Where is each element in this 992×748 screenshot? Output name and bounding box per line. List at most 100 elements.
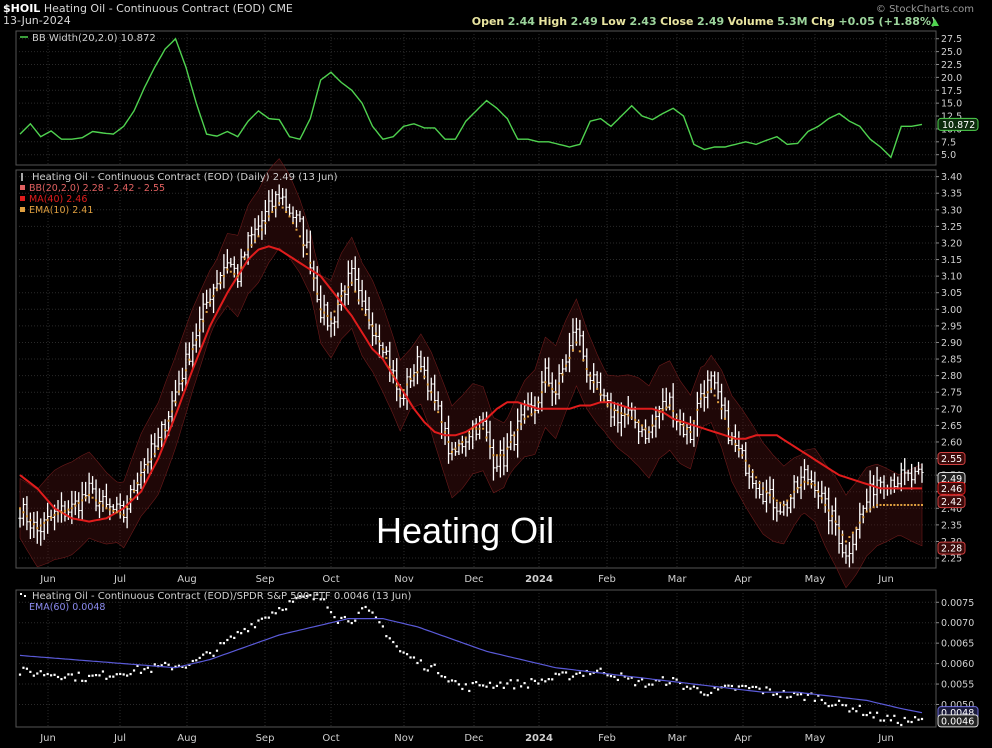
chart-date: 13-Jun-2024 <box>3 14 71 27</box>
ratio-point <box>219 642 222 645</box>
ratio-point <box>191 659 194 663</box>
ratio-point <box>551 678 554 681</box>
ema10-point <box>858 521 861 524</box>
ema10-point <box>492 454 495 457</box>
y-tick-label: 3.15 <box>941 255 962 266</box>
ratio-point <box>450 679 454 682</box>
ratio-point <box>544 680 547 683</box>
ratio-point <box>865 713 868 717</box>
ema10-point <box>720 407 723 410</box>
ratio-point <box>22 666 25 669</box>
ratio-point <box>226 638 229 642</box>
ratio-point <box>405 653 409 656</box>
ratio-point <box>803 698 806 702</box>
ratio-point <box>571 675 575 678</box>
ratio-point <box>153 663 156 666</box>
ema10-point <box>741 454 744 457</box>
ratio-point <box>136 664 139 668</box>
ema10-point <box>620 412 623 415</box>
ema10-point <box>882 503 885 506</box>
ratio-point <box>554 672 557 675</box>
ratio-point <box>620 672 623 675</box>
y-tick-label: 3.40 <box>941 172 962 183</box>
ema10-point <box>236 275 239 278</box>
ratio-point <box>609 675 613 678</box>
ema10-point <box>921 503 923 506</box>
ratio-point <box>430 665 433 668</box>
ratio-point <box>502 686 505 689</box>
ratio-ema60-line <box>19 618 923 714</box>
ratio-point <box>60 677 63 681</box>
ratio-point <box>855 710 858 713</box>
ema10-point <box>257 235 260 238</box>
ratio-point <box>820 698 823 702</box>
ratio-point <box>889 719 892 722</box>
ratio-point <box>837 699 841 702</box>
ema10-point <box>744 459 747 462</box>
y-tick-label: 2.25 <box>941 554 962 565</box>
ema10-point <box>357 299 360 302</box>
ema10-point <box>108 508 111 511</box>
ratio-point <box>647 683 651 686</box>
ratio-point <box>25 667 29 670</box>
y-tick-label: 2.70 <box>941 404 962 415</box>
ratio-point <box>108 675 111 678</box>
legend-entry: BB(20,2.0) 2.28 - 2.42 - 2.55 <box>29 183 165 194</box>
ratio-point <box>88 674 91 678</box>
ema10-point <box>205 310 208 313</box>
price-last-box <box>937 495 966 509</box>
y-tick-label: 3.25 <box>941 222 962 233</box>
ratio-point <box>561 671 564 674</box>
ema10-point <box>157 447 160 450</box>
ratio-point <box>744 685 747 688</box>
ema10-point <box>796 487 799 490</box>
ratio-point <box>516 679 519 682</box>
ema10-point <box>502 454 505 457</box>
ratio-point <box>402 651 405 654</box>
ratio-point <box>205 651 208 654</box>
ratio-point <box>202 653 205 656</box>
ema10-point <box>229 270 232 273</box>
y-tick-label: 2.80 <box>941 371 962 382</box>
ratio-point <box>596 669 599 672</box>
ratio-point <box>589 673 592 676</box>
price-last-box <box>937 541 966 555</box>
ratio-point <box>896 721 899 725</box>
ratio-point <box>409 656 412 659</box>
ema10-point <box>333 310 336 313</box>
ema10-point <box>841 533 844 536</box>
ema10-point <box>540 391 543 394</box>
ratio-point <box>882 719 886 722</box>
ema10-point <box>378 340 381 343</box>
ratio-point <box>309 594 312 597</box>
ratio-point <box>692 685 696 688</box>
ema10-point <box>454 447 457 450</box>
ema10-point <box>623 413 626 416</box>
x-tick-label: Sep <box>256 733 275 744</box>
chg-value: +0.05 (+1.88%) <box>838 15 936 28</box>
ratio-point <box>253 626 257 629</box>
ema10-point <box>419 368 422 370</box>
ratio-point <box>492 686 495 689</box>
ema10-point <box>143 468 146 471</box>
ema10-point <box>267 215 270 218</box>
ratio-point <box>575 672 578 675</box>
y-tick-label: 7.5 <box>941 137 956 148</box>
ratio-point <box>53 673 56 676</box>
ratio-point <box>447 680 450 683</box>
ema10-point <box>260 228 263 231</box>
ratio-point <box>758 687 761 690</box>
ratio-point <box>433 663 436 666</box>
ratio-point <box>181 665 184 668</box>
ema10-point <box>568 356 571 359</box>
ema10-point <box>900 503 903 506</box>
y-tick-label: 22.5 <box>941 60 962 71</box>
ema10-point <box>215 288 218 291</box>
ratio-point <box>364 605 367 609</box>
ratio-point <box>316 593 319 596</box>
ratio-point <box>606 674 609 677</box>
ratio-point <box>685 685 689 688</box>
ema10-point <box>302 244 305 247</box>
ema10-point <box>288 215 291 218</box>
x-tick-label: Sep <box>256 574 275 585</box>
